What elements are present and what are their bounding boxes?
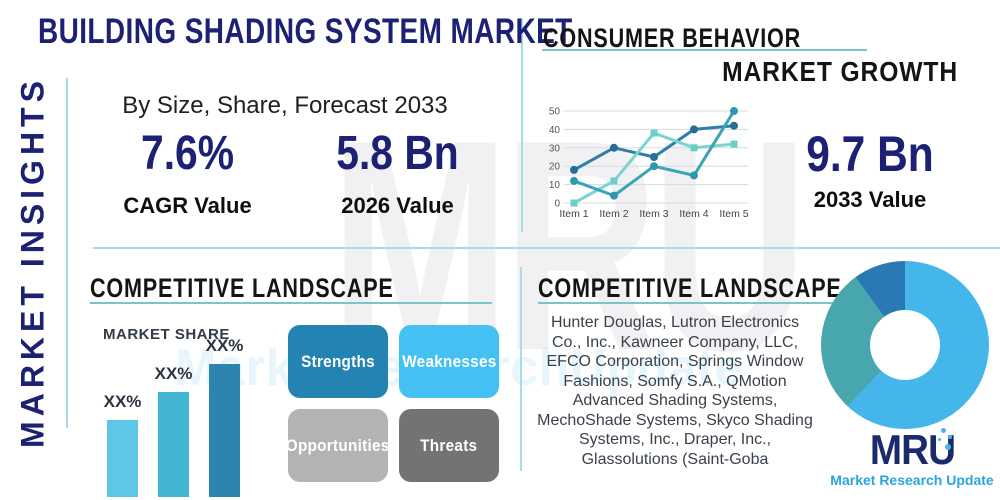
logo-splash-dot [941, 428, 946, 433]
market-growth-heading: MARKET GROWTH [722, 56, 958, 87]
bar-rect [158, 392, 189, 497]
bar-value-label: XX% [205, 336, 244, 355]
cagr-value: 7.6% [141, 127, 234, 180]
market-share-bar-2: XX% [155, 364, 192, 497]
swot-box-strengths: Strengths [288, 325, 388, 398]
logo-splash-dot [948, 435, 952, 439]
side-label-market-insights: MARKET INSIGHTS [14, 76, 51, 448]
marker-series-3 [690, 144, 698, 152]
marker-series-2 [610, 191, 618, 200]
swot-label: Strengths [301, 351, 375, 371]
competitive-left-underline [90, 302, 492, 304]
marker-series-2 [650, 162, 658, 171]
svg-text:Item 2: Item 2 [599, 208, 628, 220]
market-share-label: MARKET SHARE [103, 326, 230, 343]
bar-value-label: XX% [154, 364, 193, 383]
bar-rect [107, 420, 138, 497]
market-growth-line-chart: 0 10 20 30 40 50 Item 1 Item 2 Item 3 Item 4 Item … [549, 107, 749, 221]
swot-label: Weaknesses [401, 351, 497, 371]
mru-tagline: Market Research Update [830, 472, 994, 488]
marker-series-2 [570, 176, 578, 185]
swot-box-weaknesses: Weaknesses [399, 325, 499, 398]
horizontal-divider [93, 247, 1000, 249]
market-share-bar-1: XX% [104, 392, 141, 497]
competitive-landscape-right-heading: COMPETITIVE LANDSCAPE [538, 273, 842, 303]
market-share-bar-chart: XX% XX% XX% [104, 336, 243, 497]
svg-text:Item 5: Item 5 [719, 208, 748, 220]
swot-box-threats: Threats [399, 409, 499, 482]
svg-text:Item 3: Item 3 [639, 208, 668, 220]
svg-text:0: 0 [554, 199, 560, 210]
marker-series-3 [730, 140, 738, 148]
swot-label: Opportunities [286, 435, 390, 455]
donut-hole [870, 310, 940, 380]
svg-text:50: 50 [549, 107, 561, 118]
svg-text:20: 20 [549, 162, 561, 173]
consumer-heading-underline [542, 49, 867, 51]
page-title: BUILDING SHADING SYSTEM MARKET [38, 12, 573, 51]
company-list: Hunter Douglas, Lutron Electronics Co., … [537, 314, 813, 468]
label-2026: 2026 Value [341, 193, 454, 218]
marker-series-2 [730, 107, 738, 115]
swot-label: Threats [420, 435, 478, 455]
marker-series-1 [610, 143, 618, 152]
competitive-landscape-left-heading: COMPETITIVE LANDSCAPE [90, 273, 394, 303]
marker-series-2 [690, 171, 698, 180]
competitive-right-underline [538, 302, 868, 304]
svg-text:10: 10 [549, 180, 561, 191]
marker-series-1 [690, 125, 698, 134]
svg-text:Item 1: Item 1 [559, 208, 588, 220]
svg-text:Item 4: Item 4 [679, 208, 708, 220]
cagr-label: CAGR Value [123, 193, 252, 218]
marker-series-1 [730, 121, 738, 130]
swot-box-opportunities: Opportunities [286, 409, 390, 482]
marker-series-3 [610, 177, 618, 185]
insights-subtitle: By Size, Share, Forecast 2033 [122, 92, 448, 119]
market-share-bar-3: XX% [206, 336, 243, 497]
bottom-right-vertical-divider [520, 267, 522, 471]
top-right-vertical-divider [521, 18, 523, 232]
mru-logo: MRU [869, 426, 956, 473]
svg-text:30: 30 [549, 143, 561, 154]
swot-grid: Strengths Weaknesses Opportunities Threats [286, 325, 499, 482]
bar-value-label: XX% [103, 392, 142, 411]
left-vertical-divider [66, 78, 68, 428]
bar-rect [209, 364, 240, 497]
svg-text:40: 40 [549, 125, 561, 136]
consumer-behavior-heading: CONSUMER BEHAVIOR [543, 23, 802, 53]
logo-splash-dot [945, 444, 951, 450]
marker-series-3 [570, 199, 578, 207]
logo-splash-dot [938, 438, 941, 441]
value-2033: 9.7 Bn [806, 126, 934, 182]
label-2033: 2033 Value [813, 187, 927, 212]
marker-series-1 [650, 153, 658, 161]
marker-series-1 [570, 165, 578, 174]
marker-series-3 [650, 129, 658, 137]
value-2026: 5.8 Bn [336, 127, 459, 180]
